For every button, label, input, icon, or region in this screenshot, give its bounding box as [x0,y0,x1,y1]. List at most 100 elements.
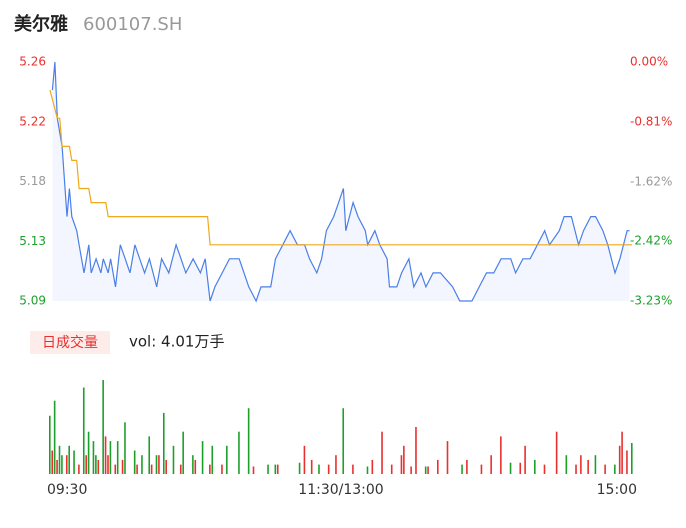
volume-bar [95,455,97,474]
volume-bar [68,445,70,474]
volume-bar [318,464,320,474]
stock-name: 美尔雅 [14,13,68,35]
volume-bar [276,464,279,474]
volume-bar [366,466,369,474]
volume-bar [172,445,175,474]
y2-tick-label: -0.81% [630,114,672,128]
volume-bar [618,445,621,474]
y-tick-label: 5.09 [19,294,46,308]
volume-bar [555,431,558,474]
volume-bar [192,455,194,474]
volume-bar [61,455,63,474]
volume-bar [211,445,214,474]
volume-bar [604,464,606,474]
volume-bar [226,445,228,474]
volume-bar [179,464,182,474]
volume-bar [303,445,306,474]
volume-bar [150,464,153,474]
volume-bar [124,422,126,474]
volume-bar [310,459,313,474]
volume-bar [133,450,136,474]
stock-code: 600107.SH [83,14,182,35]
volume-bar [403,445,405,474]
x-tick-label: 15:00 [597,482,637,498]
volume-bar [575,464,577,474]
volume-bar [327,464,330,474]
volume-bar [107,455,109,474]
volume-bar [466,459,468,474]
volume-bar [109,441,112,474]
y-tick-label: 5.22 [19,114,46,128]
volume-bar [148,436,151,474]
volume-bar [252,466,255,474]
volume-bar [221,464,223,474]
volume-badge [30,331,110,354]
volume-bar [524,445,526,474]
volume-bar [490,455,492,474]
volume-bar [82,387,85,474]
volume-bar [274,464,277,474]
volume-bar [182,431,184,474]
volume-bar [92,441,95,474]
volume-bar [594,455,597,474]
volume-bar [194,459,197,474]
volume-bar [415,427,417,474]
volume-bar [87,431,90,474]
volume-bar [400,455,403,474]
volume-bar [158,455,160,474]
volume-bar [238,431,240,474]
y2-tick-label: -3.23% [630,294,672,308]
volume-bar [267,464,269,474]
volume-bar [352,464,354,474]
price-area [52,62,630,301]
y2-tick-label: -2.42% [630,234,672,248]
volume-bar [335,455,337,474]
volume-bar [209,464,211,474]
volume-bar [626,450,628,474]
volume-bar [410,466,412,474]
volume-bar [390,464,393,474]
volume-bar [509,462,512,474]
volume-bar [155,455,158,474]
volume-bar [587,459,589,474]
volume-bar [381,431,383,474]
volume-bar [121,459,124,474]
volume-bar [56,459,58,474]
volume-bar [342,408,345,474]
volume-bar [97,459,100,474]
volume-bar [49,415,51,474]
volume-bar [73,450,75,474]
volume-bar [65,455,68,474]
x-tick-label: 09:30 [47,482,87,498]
y-tick-label: 5.13 [19,234,46,248]
volume-bar [102,380,104,474]
average-line [49,89,632,246]
volume-bar [631,442,633,474]
volume-bar [543,464,546,474]
volume-bar [446,441,449,474]
y2-tick-label: 0.00% [630,55,668,69]
y-tick-label: 5.18 [19,174,46,188]
volume-bar [427,466,429,474]
y-tick-label: 5.26 [19,55,46,69]
volume-bar [534,459,536,474]
volume-title: 日成交量 [42,334,98,351]
volume-bar [51,450,54,474]
x-tick-label: 11:30/13:00 [298,482,383,498]
volume-bar [141,455,143,474]
volume-bar [371,459,374,474]
volume-bar [58,445,61,474]
volume-bar [53,400,56,474]
volume-bar [201,441,204,474]
volume-total: vol: 4.01万手 [129,333,224,351]
volume-bar [85,455,87,474]
volume-bar [116,441,119,474]
volume-bar [500,436,502,474]
volume-bar [437,459,439,474]
volume-bar [104,436,107,474]
volume-bar [78,464,80,474]
volume-bar [298,462,301,474]
volume-bar [247,408,250,474]
volume-bar [519,462,522,474]
